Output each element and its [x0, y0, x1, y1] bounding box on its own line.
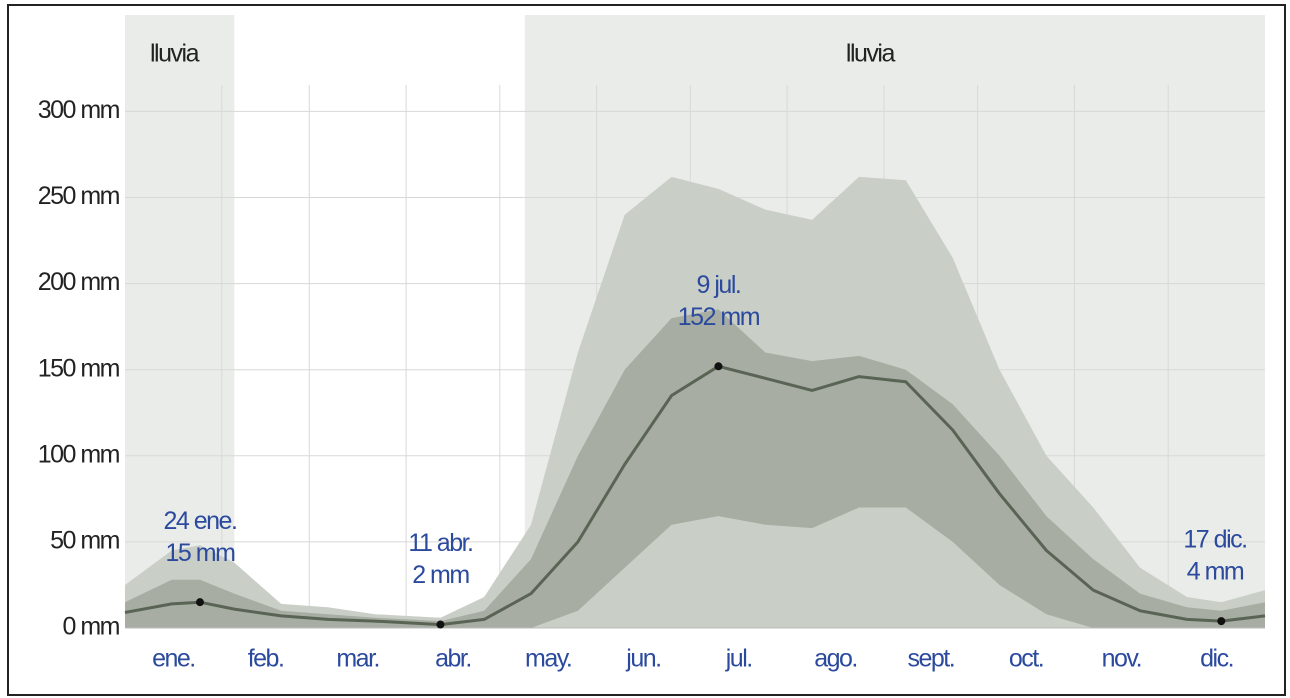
x-tick-label: oct. [1009, 645, 1043, 673]
y-tick-label: 200 mm [38, 268, 120, 296]
annotation-date: 17 dic. [1183, 526, 1246, 554]
y-tick-label: 250 mm [38, 182, 120, 210]
x-tick-label: ene. [152, 645, 195, 673]
annotation-date: 9 jul. [697, 271, 741, 299]
band [125, 309, 1265, 628]
annotation-date: 11 abr. [408, 529, 472, 557]
annotation-value: 2 mm [412, 561, 469, 589]
annotation-value: 4 mm [1187, 558, 1244, 586]
x-tick-label: abr. [435, 645, 471, 673]
y-tick-label: 300 mm [38, 96, 120, 124]
period-label: lluvia [150, 40, 200, 68]
y-tick-label: 100 mm [38, 440, 120, 468]
x-tick-label: sept. [907, 645, 954, 673]
annotation-point [1217, 617, 1226, 626]
annotation-point [714, 362, 723, 371]
y-tick-label: 150 mm [38, 354, 120, 382]
x-tick-label: ago. [814, 645, 857, 673]
annotation-point [195, 598, 204, 607]
period-label: lluvia [846, 40, 896, 68]
x-tick-label: mar. [336, 645, 379, 673]
line [124, 364, 1266, 627]
y-tick-label: 0 mm [63, 613, 120, 641]
annotation-point [436, 620, 445, 629]
x-tick-label: nov. [1102, 645, 1141, 673]
y-tick-label: 50 mm [50, 527, 120, 555]
annotation-value: 152 mm [678, 303, 760, 331]
annotation-value: 15 mm [166, 539, 236, 567]
x-tick-label: may. [525, 645, 571, 673]
x-tick-label: dic. [1200, 645, 1233, 673]
x-tick-label: jul. [725, 645, 752, 673]
annotation-date: 24 ene. [163, 507, 236, 535]
x-tick-label: feb. [248, 645, 284, 673]
x-tick-label: jun. [625, 645, 660, 673]
shaded-period [125, 15, 235, 628]
